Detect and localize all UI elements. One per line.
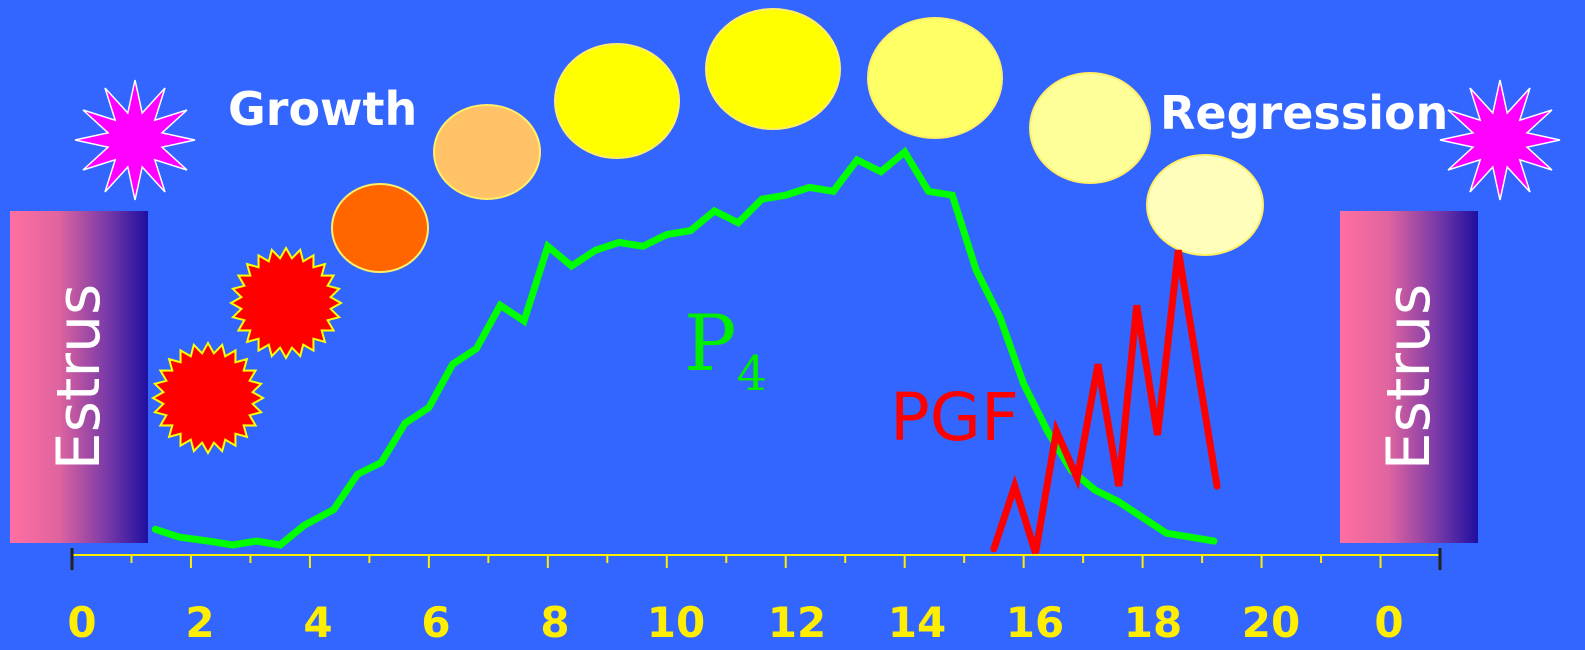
corpus-luteum-3 (554, 43, 680, 159)
p4-subscript: 4 (736, 346, 767, 402)
x-tick-label: 4 (303, 598, 333, 647)
x-tick-label: 18 (1123, 598, 1183, 647)
pgf-label: PGF (890, 379, 1019, 456)
x-tick-label: 8 (540, 598, 570, 647)
corpus-luteum-1 (331, 183, 429, 273)
corpus-luteum-7 (1146, 154, 1264, 256)
corpus-luteum-5 (867, 17, 1003, 139)
estrus-label-left: Estrus (44, 283, 114, 471)
growth-label: Growth (228, 82, 418, 136)
corpus-luteum-4 (705, 8, 841, 130)
pgf-line (990, 249, 1221, 554)
x-tick-label: 2 (185, 598, 215, 647)
estrus-box-left: Estrus (10, 211, 148, 543)
corpus-luteum-2 (433, 104, 541, 200)
burst-icon-right (1439, 79, 1561, 201)
x-tick-label: 14 (887, 598, 947, 647)
x-tick-label: 10 (646, 598, 706, 647)
estrus-box-right: Estrus (1340, 211, 1478, 543)
x-tick-label: 0 (67, 598, 97, 647)
x-tick-label: 16 (1005, 598, 1065, 647)
p4-label: P4 (684, 299, 767, 402)
x-tick-label: 12 (767, 598, 827, 647)
x-tick-label: 0 (1374, 598, 1404, 647)
follicle-icon-2 (150, 340, 266, 456)
x-tick-label: 20 (1241, 598, 1301, 647)
regression-label: Regression (1160, 86, 1449, 140)
burst-icon-left (74, 79, 196, 201)
estrus-label-right: Estrus (1374, 283, 1444, 471)
follicle-icon-1 (228, 245, 344, 361)
x-axis-ticks (70, 548, 1442, 570)
p4-line (151, 146, 1218, 549)
x-tick-label: 6 (421, 598, 451, 647)
corpus-luteum-6 (1029, 72, 1151, 184)
